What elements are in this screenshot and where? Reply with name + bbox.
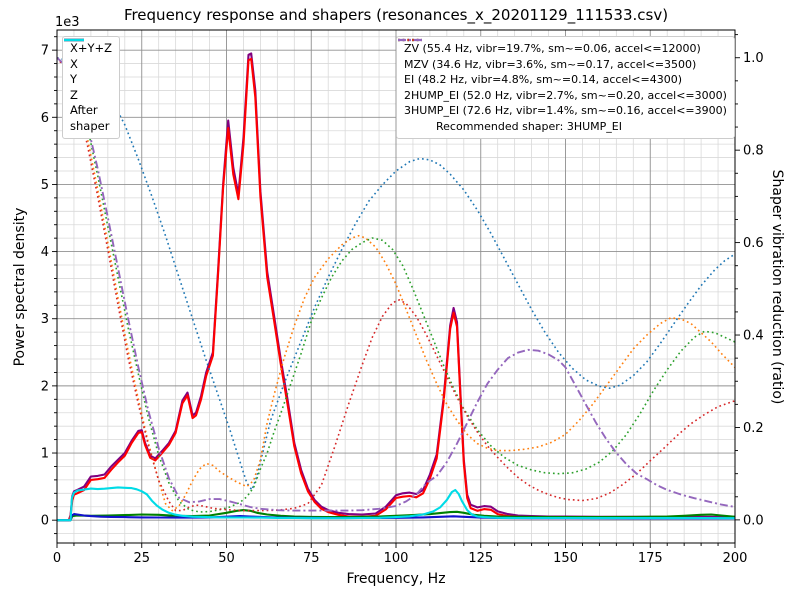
legend-item-zv: ZV (55.4 Hz, vibr=19.7%, sm~=0.06, accel… [398,38,727,57]
x-tick-label: 75 [303,551,320,566]
y-right-tick-label: 0.0 [743,513,764,528]
y-left-tick-label: 0 [41,514,49,529]
chart-title: Frequency response and shapers (resonanc… [123,6,669,24]
legend-label-zv: ZV (55.4 Hz, vibr=19.7%, sm~=0.06, accel… [404,42,701,55]
legend-item-3hump_ei: 3HUMP_EI (72.6 Hz, vibr=1.4%, sm~=0.16, … [398,38,727,119]
tick-labels: 0 25 50 75 100 125 150 175 200 0 1 2 3 4 5 6 7 0.0 0.2 0.4 0… [41,15,764,566]
x-tick-label: 125 [468,551,493,566]
x-tick-label: 150 [553,551,578,566]
x-tick-label: 0 [53,551,61,566]
legend-item-ei: EI (48.2 Hz, vibr=4.8%, sm~=0.14, accel<… [398,38,727,88]
legend-label-2hump_ei: 2HUMP_EI (52.0 Hz, vibr=2.7%, sm~=0.20, … [404,88,727,102]
legend-label-sum: X+Y+Z [70,41,113,55]
y-left-tick-label: 6 [41,111,49,126]
legend-label-x: X [70,56,78,71]
y-right-tick-label: 1.0 [743,51,764,66]
legend-recommended-shaper: Recommended shaper: 3HUMP_EI [436,119,622,133]
legend-label-after_shaper: After shaper [70,103,110,133]
series-ei [56,57,736,513]
x-tick-label: 175 [638,551,663,566]
x-tick-label: 200 [723,551,748,566]
series-3hump_ei [56,56,736,512]
x-tick-label: 50 [218,551,235,566]
legend-item-sum: X+Y+Z [64,38,113,57]
shaper-legend: ZV (55.4 Hz, vibr=19.7%, sm~=0.06, accel… [396,36,735,139]
legend-sample-3hump_ei [398,38,422,42]
y-right-tick-label: 0.2 [743,421,764,436]
y-left-offset-text: 1e3 [55,15,80,30]
tick-marks [52,34,740,548]
y-left-tick-label: 7 [41,44,49,59]
y-right-tick-label: 0.6 [743,236,764,251]
psd-legend: X+Y+Z X Y Z After shaper [62,36,121,139]
legend-label-y: Y [70,72,78,86]
y-right-tick-label: 0.8 [743,144,764,159]
y-left-axis-label: Power spectral density [12,207,28,367]
series-after_shaper [57,486,736,522]
y-right-tick-label: 0.4 [743,329,764,344]
y-right-axis-label: Shaper vibration reduction (ratio) [769,169,785,405]
legend-item-mzv: MZV (34.6 Hz, vibr=3.6%, sm~=0.17, accel… [398,38,727,73]
legend-label-ei: EI (48.2 Hz, vibr=4.8%, sm~=0.14, accel<… [404,73,682,86]
y-left-tick-label: 1 [41,447,49,462]
legend-label-mzv: MZV (34.6 Hz, vibr=3.6%, sm~=0.17, accel… [404,57,697,71]
y-left-tick-label: 3 [41,312,49,327]
legend-item-2hump_ei: 2HUMP_EI (52.0 Hz, vibr=2.7%, sm~=0.20, … [398,38,727,104]
x-axis-label: Frequency, Hz [346,571,446,587]
y-left-tick-label: 4 [41,245,49,260]
legend-label-z: Z [70,87,78,102]
y-left-tick-label: 5 [41,178,49,193]
y-left-tick-label: 2 [41,379,49,394]
legend-item-y: Y [64,38,112,88]
series-x [57,57,736,522]
legend-item-after_shaper: After shaper [64,38,112,134]
legend-item-z: Z [64,38,112,104]
legend-item-x: X [64,38,112,73]
legend-label-3hump_ei: 3HUMP_EI (72.6 Hz, vibr=1.4%, sm~=0.16, … [404,104,727,117]
legend-sample-after_shaper [64,38,84,42]
x-tick-label: 25 [133,551,150,566]
x-tick-label: 100 [384,551,409,566]
series-zv [56,56,736,491]
